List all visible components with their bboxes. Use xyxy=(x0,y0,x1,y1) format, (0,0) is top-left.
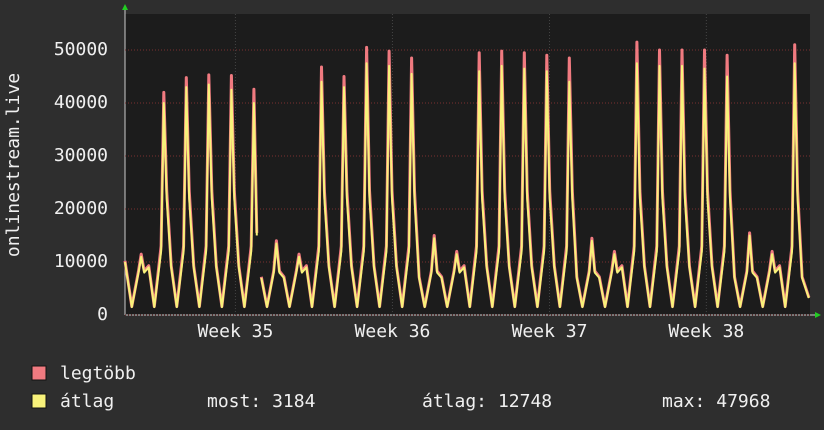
x-tick-label: Week 36 xyxy=(355,321,431,342)
y-arrow xyxy=(122,4,128,10)
stat-value: 47968 xyxy=(716,391,770,412)
x-tick-label: Week 37 xyxy=(512,321,588,342)
y-tick-label: 50000 xyxy=(54,39,108,60)
stat-label: most: xyxy=(207,391,261,412)
stat-label: átlag: xyxy=(422,391,487,412)
legend-swatch xyxy=(31,393,47,409)
x-tick-label: Week 38 xyxy=(668,321,744,342)
series-line xyxy=(124,62,810,309)
stat-value: 3184 xyxy=(272,391,315,412)
stat-label: max: xyxy=(662,391,705,412)
y-tick-label: 40000 xyxy=(54,92,108,113)
legend-swatch xyxy=(31,365,47,381)
legend-label: átlag xyxy=(60,391,114,412)
y-tick-label: 30000 xyxy=(54,145,108,166)
y-tick-label: 20000 xyxy=(54,198,108,219)
y-tick-label: 10000 xyxy=(54,251,108,272)
x-tick-label: Week 35 xyxy=(197,321,273,342)
legend-label: legtöbb xyxy=(60,363,136,384)
stat-value: 12748 xyxy=(498,391,552,412)
x-arrow xyxy=(815,312,821,318)
y-tick-label: 0 xyxy=(97,304,108,325)
y-axis-label: onlinestream.live xyxy=(3,73,24,257)
